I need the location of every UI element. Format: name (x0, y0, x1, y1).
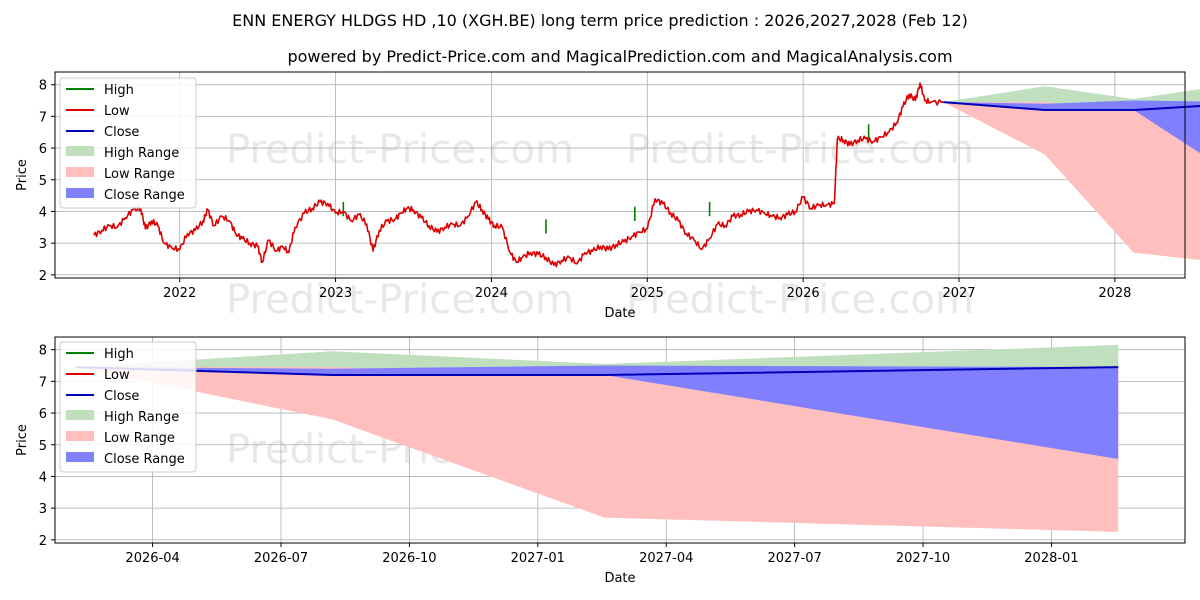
y-tick-label: 5 (39, 174, 47, 189)
axis-ticks: 2022 2023 2024 2025 2026 2027 2028 2 3 4 5 6 7 8 (39, 79, 1132, 301)
y-axis-label: Price (15, 159, 30, 191)
x-tick-label: 2026-04 (125, 551, 179, 566)
legend-swatch-close-range (66, 188, 94, 198)
legend-label-low: Low (104, 104, 130, 119)
legend-label-high: High (104, 347, 134, 362)
legend-label-close-range: Close Range (104, 188, 185, 203)
y-tick-label: 2 (39, 269, 47, 284)
close-range-area (943, 100, 1200, 154)
y-tick-label: 6 (39, 142, 47, 157)
y-tick-label: 4 (39, 470, 47, 485)
y-tick-label: 4 (39, 205, 47, 220)
legend-swatch-low-range (66, 431, 94, 441)
forecast-zoom-chart: Predict-Price.com Predict-Price.com 2026… (15, 336, 1186, 586)
range-areas (75, 344, 1119, 532)
legend: High Low Close High Range Low Range Clos… (59, 341, 197, 473)
watermark: Predict-Price.com (226, 127, 574, 173)
y-tick-label: 2 (39, 534, 47, 549)
watermark: Predict-Price.com (626, 127, 974, 173)
x-tick-label: 2022 (163, 286, 196, 301)
x-tick-label: 2024 (475, 286, 508, 301)
legend-swatch-close-range (66, 452, 94, 462)
grid (55, 72, 1185, 278)
legend-swatch-high-range (66, 410, 94, 420)
x-tick-label: 2026-10 (382, 551, 436, 566)
x-axis-label: Date (604, 571, 635, 586)
y-tick-label: 7 (39, 110, 47, 125)
x-tick-label: 2028-01 (1024, 551, 1078, 566)
legend-swatch-low-range (66, 167, 94, 177)
x-tick-label: 2027 (942, 286, 975, 301)
legend-label-close-range: Close Range (104, 452, 185, 467)
x-tick-label: 2025 (631, 286, 664, 301)
x-tick-label: 2026-07 (254, 551, 308, 566)
legend-swatch-high-range (66, 146, 94, 156)
y-axis-label: Price (15, 424, 30, 456)
watermark: Predict-Price.com (226, 277, 574, 323)
close-range-area (75, 365, 1119, 460)
x-tick-label: 2027-01 (511, 551, 565, 566)
plot-frame (54, 336, 1186, 544)
y-tick-label: 8 (39, 344, 47, 359)
legend-label-close: Close (104, 389, 139, 404)
price-lines (75, 366, 1119, 377)
axis-ticks: 2026-04 2026-07 2026-10 2027-01 2027-04 2027-… (39, 344, 1079, 566)
legend-label-low-range: Low Range (104, 167, 175, 182)
x-tick-label: 2026 (787, 286, 820, 301)
legend-label-high: High (104, 83, 134, 98)
legend: High Low Close High Range Low Range Clos… (59, 77, 197, 209)
x-tick-label: 2028 (1098, 286, 1131, 301)
chart-title: ENN ENERGY HLDGS HD ,10 (XGH.BE) long te… (232, 11, 968, 30)
plot-frame (54, 71, 1186, 279)
range-areas (943, 86, 1200, 260)
y-tick-label: 6 (39, 407, 47, 422)
low-price-line (93, 82, 944, 268)
y-tick-label: 8 (39, 79, 47, 94)
x-axis-label: Date (604, 306, 635, 321)
legend-label-close: Close (104, 125, 139, 140)
price-lines (93, 82, 1200, 268)
legend-label-high-range: High Range (104, 146, 179, 161)
x-tick-label: 2027-10 (896, 551, 950, 566)
watermark: Predict-Price.com (626, 277, 974, 323)
y-tick-label: 5 (39, 439, 47, 454)
close-forecast-line (943, 101, 1200, 112)
close-forecast-line (75, 366, 1119, 377)
chart-subtitle: powered by Predict-Price.com and Magical… (287, 47, 952, 66)
x-tick-label: 2027-04 (639, 551, 693, 566)
x-tick-label: 2027-07 (767, 551, 821, 566)
x-tick-label: 2023 (319, 286, 352, 301)
y-tick-label: 7 (39, 375, 47, 390)
low-range-area (943, 102, 1200, 260)
legend-label-low-range: Low Range (104, 431, 175, 446)
legend-label-high-range: High Range (104, 410, 179, 425)
y-tick-label: 3 (39, 502, 47, 517)
long-term-chart: Predict-Price.com Predict-Price.com Pred… (15, 71, 1200, 323)
legend-label-low: Low (104, 368, 130, 383)
y-tick-label: 3 (39, 237, 47, 252)
